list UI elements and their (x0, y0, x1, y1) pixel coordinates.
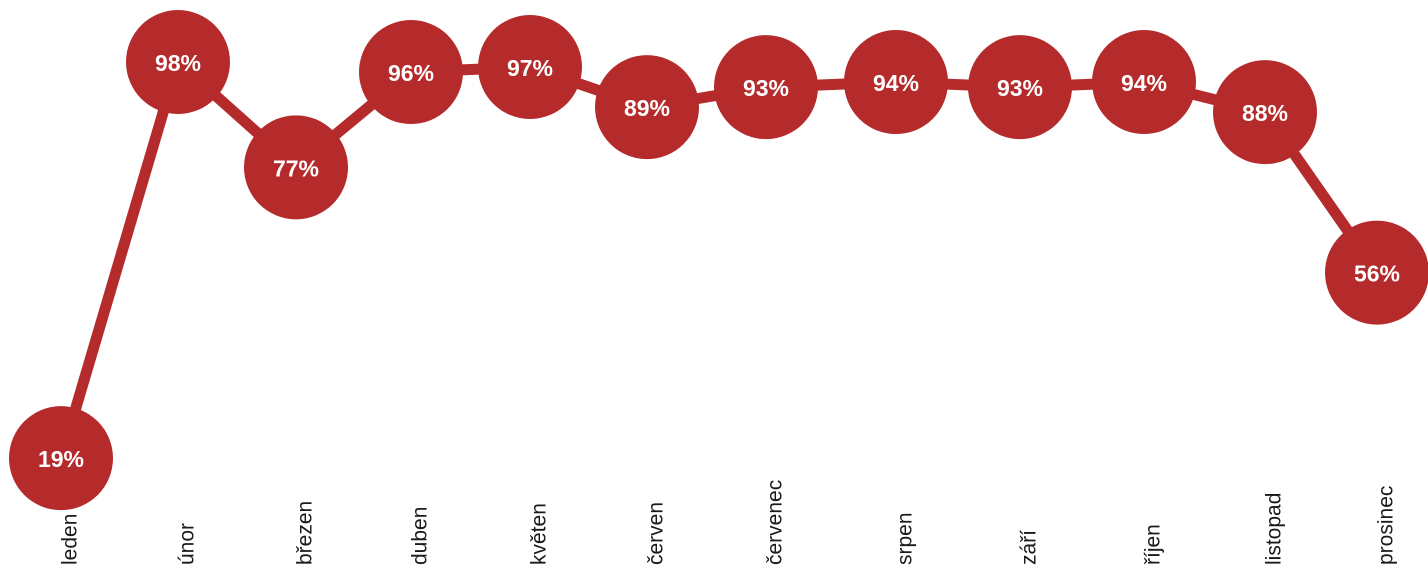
x-tick-label-červen: červen (645, 502, 668, 565)
data-point-prosinec (1325, 220, 1428, 325)
x-tick-label-srpen: srpen (894, 512, 917, 565)
data-point-duben (359, 20, 463, 125)
data-points-layer: 19% 98% 77% 96% 97% 89% 93% 94% 93% 94% 88% 56% (9, 10, 1428, 511)
data-point-březen (244, 115, 348, 220)
data-point-únor (126, 10, 230, 114)
x-tick-label-říjen: říjen (1142, 524, 1165, 565)
series-line-layer (55, 56, 1383, 464)
series-line (55, 56, 1383, 464)
data-label-listopad: 88% (1242, 100, 1288, 126)
data-label-únor: 98% (155, 50, 201, 76)
data-label-září: 93% (997, 75, 1043, 101)
x-tick-label-září: září (1018, 530, 1041, 565)
x-tick-label-listopad: listopad (1263, 493, 1286, 565)
data-point-říjen (1092, 30, 1196, 135)
x-tick-label-březen: březen (294, 501, 317, 565)
data-label-červenec: 93% (743, 75, 789, 101)
data-label-leden: 19% (38, 446, 84, 472)
data-label-srpen: 94% (873, 70, 919, 96)
x-tick-label-květen: květen (528, 503, 551, 565)
x-tick-label-prosinec: prosinec (1375, 486, 1398, 565)
data-point-červenec (714, 35, 818, 140)
x-tick-label-duben: duben (409, 507, 432, 565)
data-point-srpen (844, 30, 948, 135)
data-label-říjen: 94% (1121, 70, 1167, 96)
data-point-listopad (1213, 60, 1317, 165)
data-label-červen: 89% (624, 95, 670, 121)
x-axis-labels: leden únor březen duben květen červen červenec… (59, 480, 1398, 565)
x-tick-label-leden: leden (59, 514, 82, 565)
x-tick-label-červenec: červenec (764, 480, 787, 565)
data-point-leden (9, 406, 113, 511)
x-tick-label-únor: únor (176, 523, 199, 565)
data-label-duben: 96% (388, 60, 434, 86)
data-label-květen: 97% (507, 55, 553, 81)
data-label-březen: 77% (273, 155, 319, 181)
data-label-prosinec: 56% (1354, 261, 1400, 287)
data-point-červen (595, 55, 699, 160)
data-point-září (968, 35, 1072, 140)
data-point-květen (478, 15, 582, 120)
